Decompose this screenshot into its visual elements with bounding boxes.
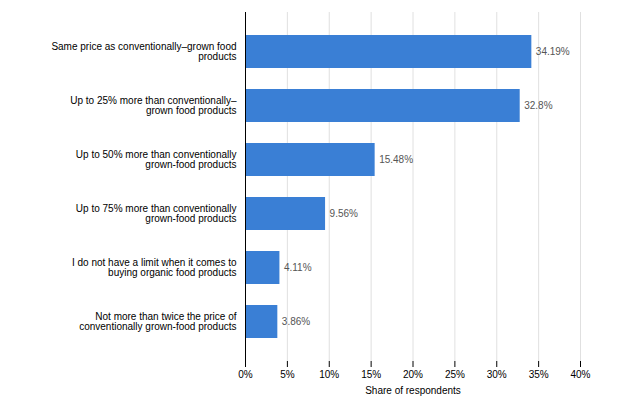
- svg-text:Share of respondents: Share of respondents: [365, 385, 461, 396]
- svg-text:30%: 30%: [487, 369, 507, 380]
- svg-text:I do not have a limit when it: I do not have a limit when it comes tobu…: [72, 257, 237, 278]
- svg-text:0%: 0%: [238, 369, 253, 380]
- svg-text:Up to 75% more than convention: Up to 75% more than conventionallygrown-…: [76, 203, 237, 224]
- svg-text:4.11%: 4.11%: [284, 262, 312, 273]
- svg-text:20%: 20%: [403, 369, 423, 380]
- svg-text:32.8%: 32.8%: [524, 100, 552, 111]
- svg-text:35%: 35%: [529, 369, 549, 380]
- svg-text:15.48%: 15.48%: [379, 154, 413, 165]
- svg-text:34.19%: 34.19%: [536, 46, 570, 57]
- svg-text:25%: 25%: [445, 369, 465, 380]
- svg-text:40%: 40%: [570, 369, 590, 380]
- svg-text:Same price as conventionally–g: Same price as conventionally–grown foodp…: [51, 41, 236, 62]
- svg-text:10%: 10%: [319, 369, 339, 380]
- svg-text:3.86%: 3.86%: [282, 316, 310, 327]
- svg-text:Up to 50% more than convention: Up to 50% more than conventionallygrown-…: [76, 149, 237, 170]
- svg-text:15%: 15%: [361, 369, 381, 380]
- svg-text:5%: 5%: [280, 369, 295, 380]
- svg-text:9.56%: 9.56%: [330, 208, 358, 219]
- svg-text:Up to 25% more than convention: Up to 25% more than conventionally–grown…: [70, 95, 237, 116]
- svg-text:Not more than twice the price: Not more than twice the price ofconventi…: [79, 311, 237, 332]
